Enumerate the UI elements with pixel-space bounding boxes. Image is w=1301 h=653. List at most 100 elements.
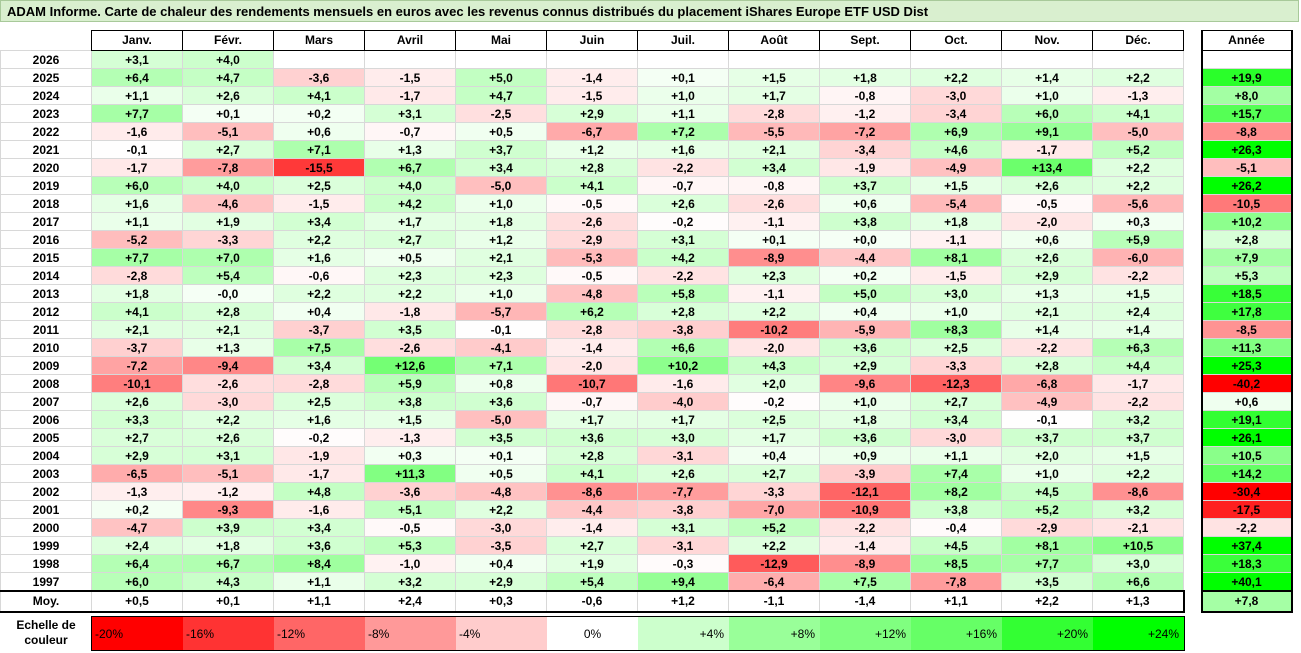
row-year-label: 2017 [0, 212, 92, 231]
heat-cell: +1,7 [728, 86, 820, 105]
heat-cell: -3,1 [637, 536, 729, 555]
heat-cell: -1,1 [910, 230, 1002, 249]
heat-cell: -0,0 [182, 284, 274, 303]
heat-cell: +3,6 [546, 428, 638, 447]
heat-cell: +1,1 [273, 572, 365, 592]
heat-cell: +1,2 [455, 230, 547, 249]
year-total-cell: +17,8 [1200, 302, 1293, 321]
heat-cell: -3,0 [910, 86, 1002, 105]
heat-cell: +2,7 [91, 428, 183, 447]
mean-cell: +2,4 [364, 590, 456, 613]
mean-row-label: Moy. [0, 590, 92, 613]
heat-cell: +6,6 [1092, 572, 1184, 592]
heat-cell: +4,8 [273, 482, 365, 501]
heat-cell: +2,4 [91, 536, 183, 555]
heatmap-body: 2026 +3,1 +4,0 2025 +6,4 +4,7 -3,6 -1,5 +5,0 -1,4… [0, 50, 1293, 613]
heat-cell: +3,5 [455, 428, 547, 447]
spacer-cell [1183, 518, 1202, 537]
heat-cell: -9,4 [182, 356, 274, 375]
row-year-label: 2000 [0, 518, 92, 537]
heat-cell: +0,9 [819, 446, 911, 465]
heat-cell: +1,0 [637, 86, 729, 105]
heat-cell: -6,0 [1092, 248, 1184, 267]
heat-cell: +4,7 [182, 68, 274, 87]
heat-cell: -5,2 [91, 230, 183, 249]
year-total-cell: -30,4 [1200, 482, 1293, 501]
heat-cell: +4,6 [910, 140, 1002, 159]
heat-cell: +1,5 [364, 410, 456, 429]
heat-cell: +2,8 [182, 302, 274, 321]
heat-cell: +1,8 [819, 410, 911, 429]
heat-cell: -0,5 [364, 518, 456, 537]
heat-cell: +8,5 [910, 554, 1002, 573]
heat-cell: +0,3 [364, 446, 456, 465]
heat-cell: -4,9 [910, 158, 1002, 177]
heat-cell: +1,0 [455, 284, 547, 303]
table-row: 2023 +7,7 +0,1 +0,2 +3,1 -2,5 +2,9 +1,1 -2,8 -1,2… [0, 104, 1293, 123]
row-year-label: 2001 [0, 500, 92, 519]
heat-cell: -6,8 [1001, 374, 1093, 393]
heat-cell: +1,5 [728, 68, 820, 87]
heat-cell: +0,2 [273, 104, 365, 123]
heat-cell: +2,5 [273, 392, 365, 411]
heatmap-table: Janv. Févr. Mars Avril Mai Juin Juil. Ao… [0, 30, 1293, 613]
heat-cell: -1,6 [273, 500, 365, 519]
year-total-cell: +10,2 [1200, 212, 1293, 231]
heat-cell: +2,1 [182, 320, 274, 339]
heat-cell: -8,6 [546, 482, 638, 501]
heat-cell: +5,0 [819, 284, 911, 303]
heat-cell: +3,9 [182, 518, 274, 537]
heat-cell: +0,1 [182, 104, 274, 123]
heat-cell: -4,8 [546, 284, 638, 303]
year-total-cell: -8,8 [1200, 122, 1293, 141]
heat-cell: -1,1 [728, 284, 820, 303]
heat-cell: -12,9 [728, 554, 820, 573]
heat-cell: +1,7 [637, 410, 729, 429]
heat-cell: -1,5 [910, 266, 1002, 285]
heat-cell: +2,2 [910, 68, 1002, 87]
heat-cell: +0,4 [728, 446, 820, 465]
heat-cell: +0,6 [1001, 230, 1093, 249]
heat-cell: -8,9 [819, 554, 911, 573]
heat-cell: +0,0 [819, 230, 911, 249]
heat-cell: +6,9 [910, 122, 1002, 141]
heat-cell: +3,1 [637, 230, 729, 249]
heat-cell: -1,7 [364, 86, 456, 105]
heat-cell: +5,0 [455, 68, 547, 87]
heat-cell: +3,1 [637, 518, 729, 537]
heat-cell: +0,2 [91, 500, 183, 519]
table-row: 2016 -5,2 -3,3 +2,2 +2,7 +1,2 -2,9 +3,1 +0,1 +0,0… [0, 230, 1293, 249]
row-year-label: 2012 [0, 302, 92, 321]
heat-cell: +1,8 [91, 284, 183, 303]
heat-cell: +9,1 [1001, 122, 1093, 141]
heat-cell [455, 50, 547, 69]
heat-cell: -3,5 [455, 536, 547, 555]
row-year-label: 2006 [0, 410, 92, 429]
heat-cell: -2,6 [546, 212, 638, 231]
color-scale-stop: +20% [1002, 617, 1093, 650]
heat-cell: +4,3 [182, 572, 274, 592]
table-row: 2021 -0,1 +2,7 +7,1 +1,3 +3,7 +1,2 +1,6 +2,1 -3,4… [0, 140, 1293, 159]
color-scale-stop: 0% [547, 617, 638, 650]
heat-cell: +2,5 [910, 338, 1002, 357]
heat-cell: +2,0 [728, 374, 820, 393]
heat-cell: -10,9 [819, 500, 911, 519]
heat-cell: -1,4 [546, 518, 638, 537]
heat-cell: -5,1 [182, 122, 274, 141]
month-header: Mai [455, 30, 547, 51]
heat-cell: +3,4 [455, 158, 547, 177]
heat-cell: +0,6 [273, 122, 365, 141]
heat-cell: +0,5 [364, 248, 456, 267]
heat-cell: -4,1 [455, 338, 547, 357]
heat-cell: +6,3 [1092, 338, 1184, 357]
heat-cell: -3,0 [182, 392, 274, 411]
heat-cell: +5,4 [182, 266, 274, 285]
year-total-cell: +18,5 [1200, 284, 1293, 303]
heat-cell: -1,8 [364, 302, 456, 321]
year-total-cell: +14,2 [1200, 464, 1293, 483]
mean-cell: +0,5 [91, 590, 183, 613]
table-row: 2014 -2,8 +5,4 -0,6 +2,3 +2,3 -0,5 -2,2 +2,3 +0,2… [0, 266, 1293, 285]
heat-cell: +2,3 [455, 266, 547, 285]
heat-cell: +4,2 [637, 248, 729, 267]
heat-cell: +7,2 [637, 122, 729, 141]
